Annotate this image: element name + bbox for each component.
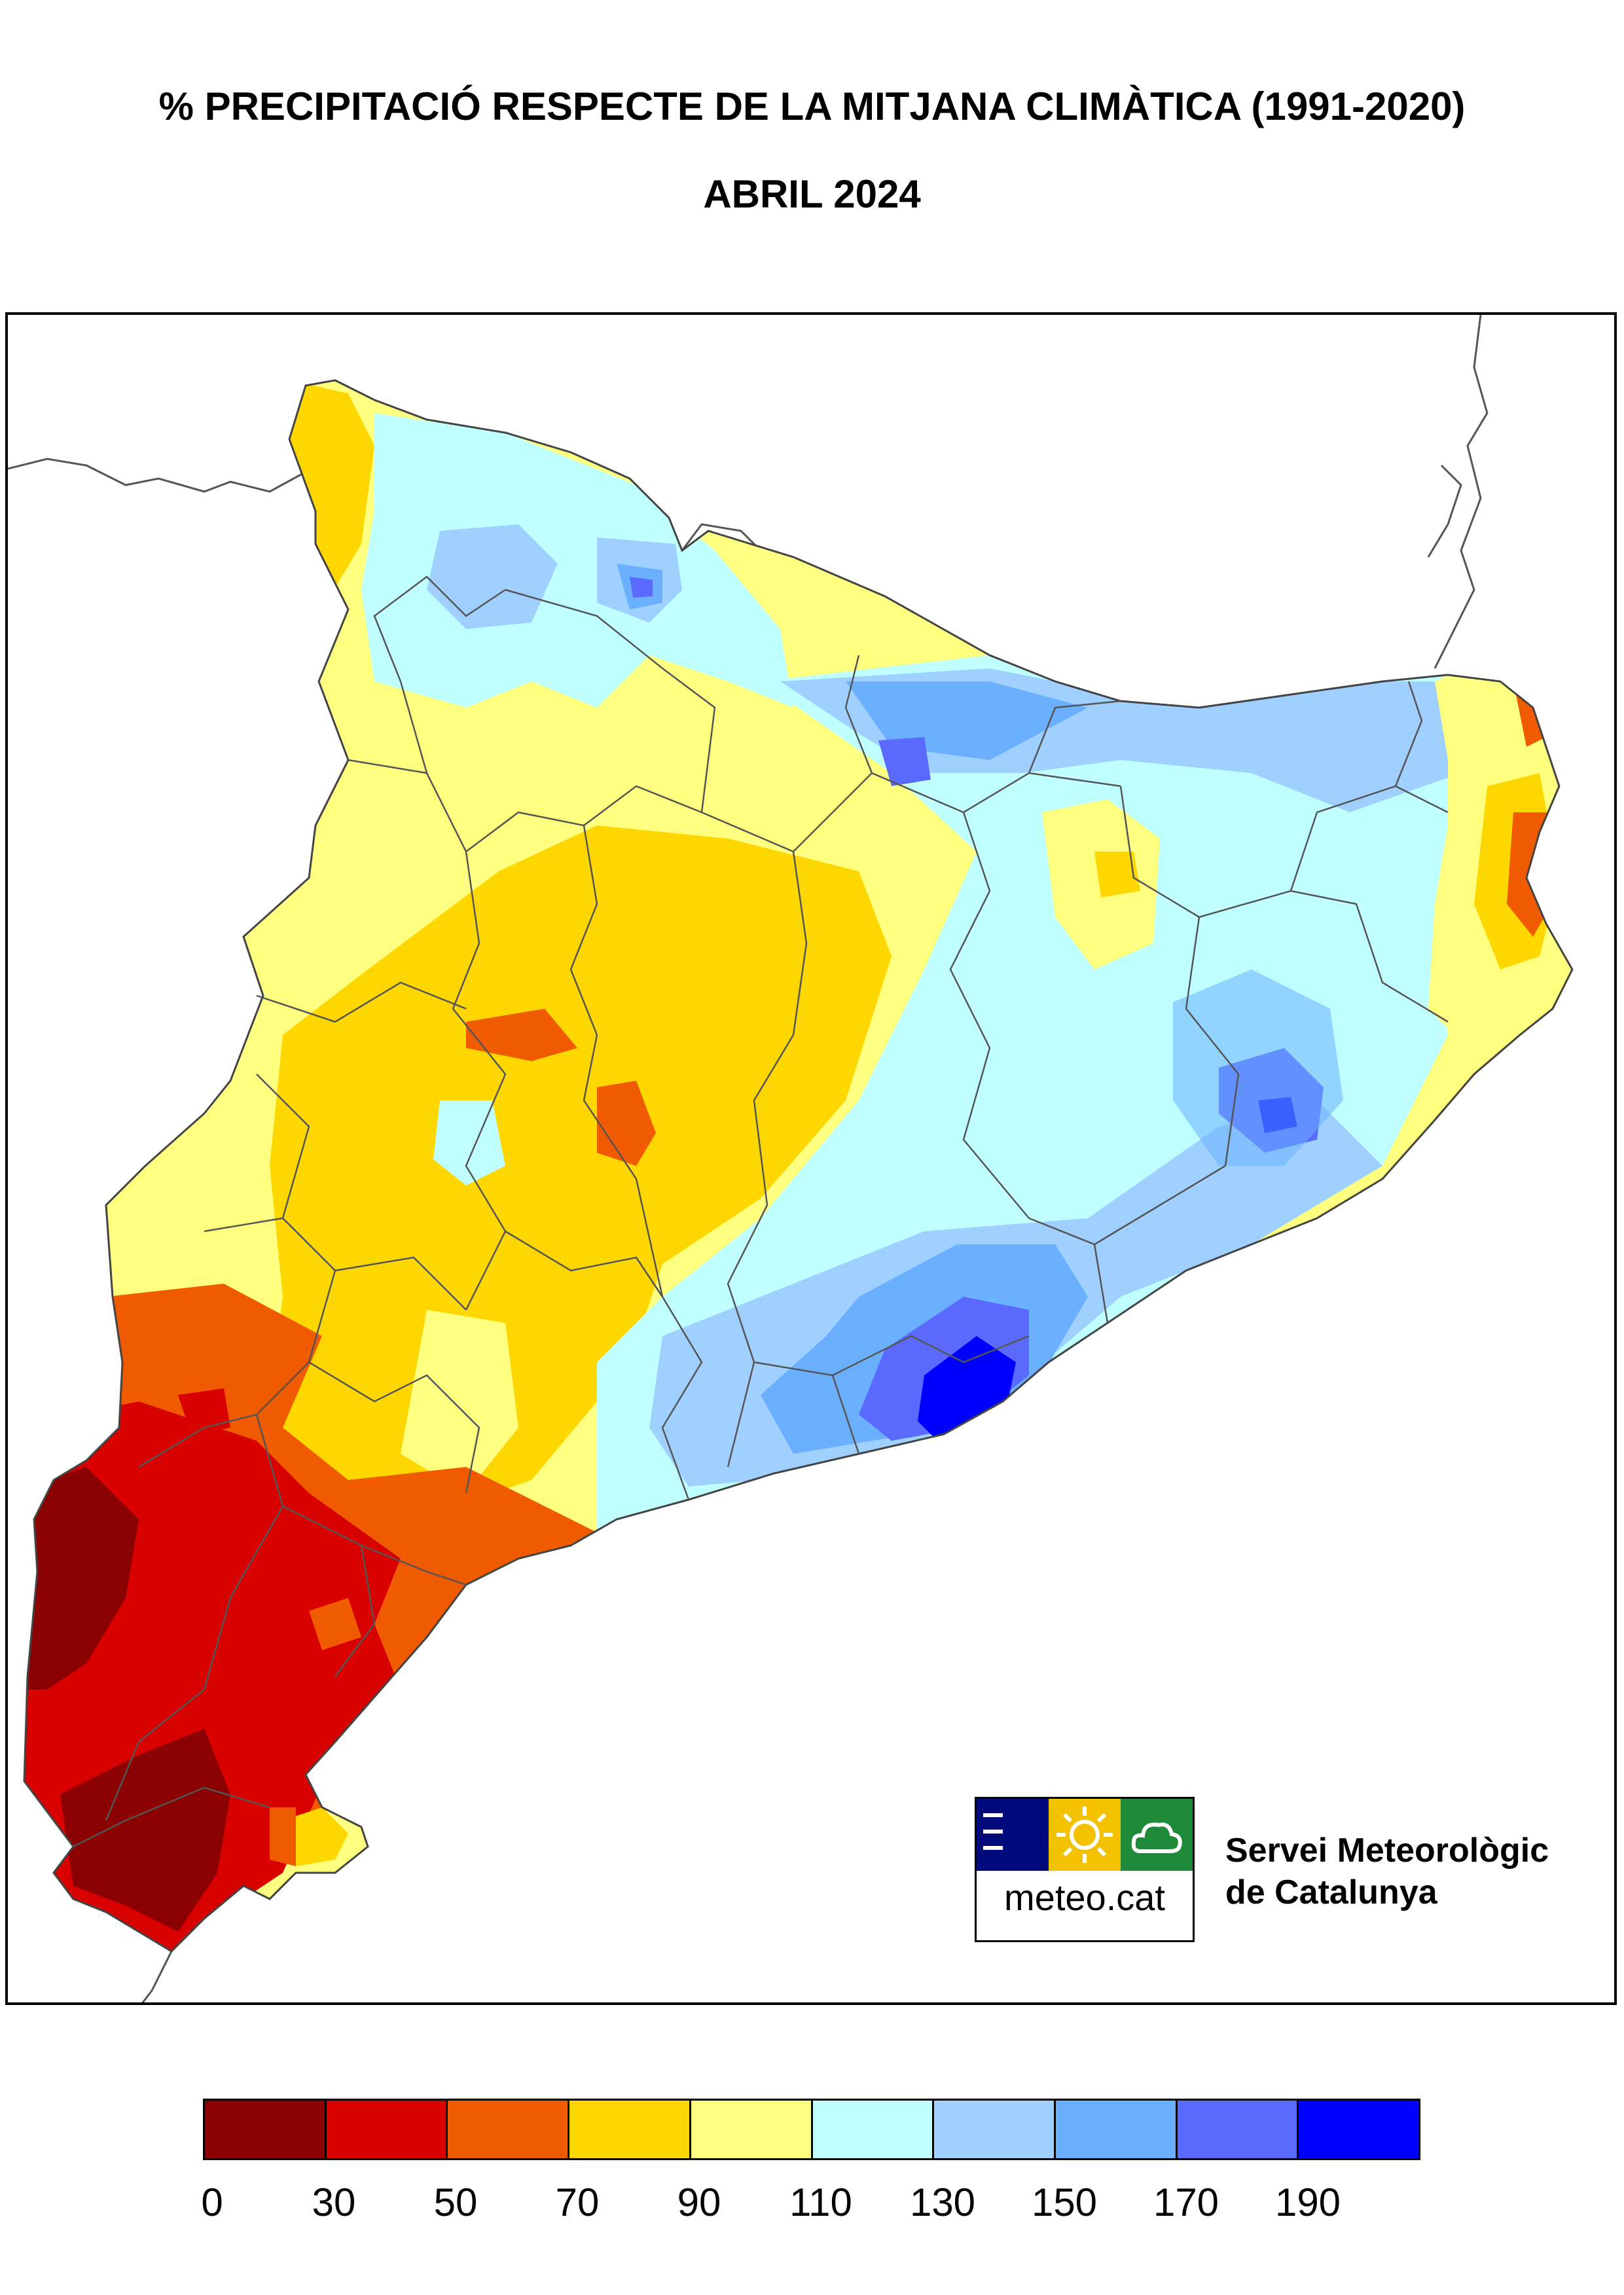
legend-swatch — [569, 2101, 691, 2158]
logo-tiles — [977, 1799, 1193, 1871]
legend-label: 0 — [201, 2180, 223, 2224]
legend-label: 150 — [1031, 2180, 1098, 2224]
legend-label: 30 — [312, 2180, 356, 2224]
legend-swatch — [812, 2101, 935, 2158]
legend-label: 70 — [555, 2180, 600, 2224]
legend-swatch — [205, 2101, 327, 2158]
legend-swatch — [1055, 2101, 1178, 2158]
comarca-borders — [73, 575, 1449, 1848]
map-subtitle: ABRIL 2024 — [703, 172, 921, 216]
legend-label: 110 — [789, 2180, 852, 2224]
legend-swatch — [1177, 2101, 1299, 2158]
precipitation-map — [8, 315, 1574, 2002]
legend-labels: 0 30 50 70 90 110 130 150 170 190 — [0, 2180, 1624, 2232]
legend-swatch — [1299, 2101, 1419, 2158]
color-legend — [203, 2099, 1420, 2160]
legend-swatch — [691, 2101, 813, 2158]
organization-name: Servei Meteorològic de Catalunya — [1225, 1830, 1549, 1913]
legend-swatch — [448, 2101, 570, 2158]
legend-label: 190 — [1274, 2180, 1341, 2224]
legend-label: 130 — [909, 2180, 976, 2224]
legend-swatch — [934, 2101, 1056, 2158]
catalonia-outline — [23, 379, 1574, 1953]
meteocat-logo: meteo.cat — [975, 1797, 1195, 1942]
organization-line-1: Servei Meteorològic — [1225, 1832, 1549, 1870]
legend-swatch — [326, 2101, 448, 2158]
map-frame — [5, 312, 1617, 2005]
map-title: % PRECIPITACIÓ RESPECTE DE LA MITJANA CL… — [158, 84, 1466, 128]
precipitation-contours — [24, 380, 1572, 1951]
sun-icon — [1049, 1799, 1121, 1871]
legend-label: 90 — [677, 2180, 721, 2224]
cloud-icon — [1121, 1799, 1193, 1871]
legend-label: 50 — [433, 2180, 478, 2224]
logo-text: meteo.cat — [1004, 1877, 1165, 1918]
lines-icon — [977, 1799, 1049, 1871]
legend-label: 170 — [1153, 2180, 1219, 2224]
organization-line-2: de Catalunya — [1225, 1873, 1437, 1911]
